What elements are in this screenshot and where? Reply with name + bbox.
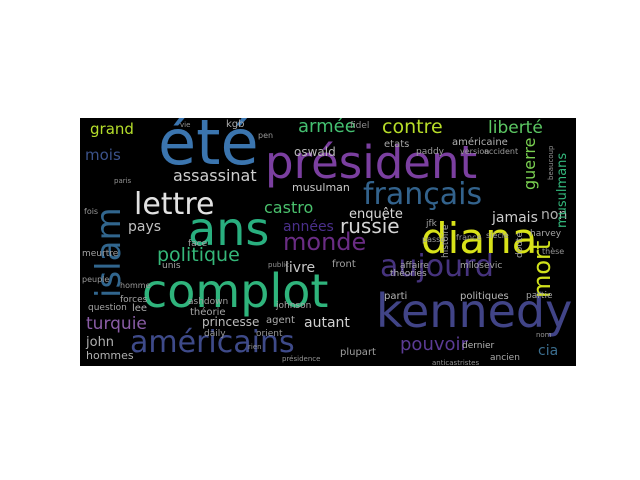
cloud-word: français — [363, 177, 483, 212]
cloud-word: enquête — [349, 207, 403, 222]
cloud-word: lettre — [134, 187, 215, 222]
cloud-word: etats — [384, 139, 410, 150]
cloud-word: plupart — [340, 347, 376, 358]
word-cloud: complot été président kennedy diana ans … — [80, 118, 576, 366]
cloud-word: américaine — [452, 137, 508, 148]
cloud-word: beaucoup — [547, 145, 555, 181]
cloud-word: johnson — [276, 301, 312, 311]
cloud-word: unis — [162, 261, 181, 271]
cloud-word: turquie — [86, 314, 147, 334]
cloud-word: princesse — [202, 315, 260, 329]
cloud-word: diana — [421, 214, 538, 263]
cloud-word: autant — [304, 315, 350, 331]
cloud-word: john — [86, 335, 115, 350]
cloud-word: meurtre — [82, 249, 119, 259]
cloud-word: daily — [204, 329, 226, 339]
cloud-word: version — [460, 147, 490, 156]
cloud-word: anticastristes — [432, 359, 480, 367]
cloud-word: affaire — [400, 261, 429, 271]
cloud-word: siècle — [486, 231, 509, 240]
cloud-word: théorie — [190, 307, 226, 318]
cloud-word: thèse — [542, 247, 565, 256]
cloud-word: forces — [120, 295, 148, 305]
cloud-word: américains — [130, 325, 295, 360]
cloud-word: non — [541, 207, 568, 223]
cloud-word: fois — [84, 207, 99, 216]
cloud-word: russie — [340, 214, 400, 238]
cloud-word: harvey — [530, 229, 562, 239]
cloud-word: politiques — [460, 291, 509, 302]
cloud-word: président — [265, 136, 478, 189]
cloud-word: peuple — [82, 275, 110, 284]
cloud-word: été — [158, 118, 259, 179]
cloud-word: homme — [120, 281, 151, 290]
cloud-word: passé — [422, 235, 446, 244]
cloud-word: grand — [90, 120, 134, 138]
cloud-word: théories — [390, 269, 427, 279]
cloud-word: question — [88, 303, 127, 313]
cloud-word: jamais — [492, 210, 538, 226]
cloud-word: musulmans — [555, 152, 570, 228]
cloud-word: pays — [128, 219, 162, 235]
cloud-word: mois — [85, 146, 121, 164]
cloud-word: ans — [188, 202, 270, 256]
cloud-word: guerre — [520, 137, 539, 190]
cloud-word: agent — [266, 315, 295, 326]
cloud-word: armée — [298, 118, 356, 137]
cloud-word: ashdown — [188, 297, 229, 307]
cloud-word: liberté — [488, 118, 543, 138]
cloud-word: aujourd — [380, 249, 494, 284]
cloud-word: paris — [114, 177, 132, 185]
cloud-word: face — [188, 239, 208, 249]
cloud-word: vie — [180, 121, 191, 129]
cloud-word: nom — [536, 331, 552, 339]
cloud-word: années — [283, 219, 334, 235]
cloud-word: fidel — [350, 121, 370, 131]
cloud-word: orient — [256, 329, 283, 339]
cloud-word: assassinat — [173, 166, 257, 185]
cloud-word: lee — [132, 303, 148, 314]
cloud-word: milosevic — [460, 261, 503, 271]
cloud-word: présidence — [282, 355, 321, 363]
cloud-word: castro — [264, 198, 314, 217]
cloud-word: kgb — [226, 119, 245, 130]
cloud-word: monde — [283, 228, 367, 256]
cloud-word: rien — [248, 343, 262, 351]
cloud-word: doute — [515, 232, 525, 258]
cloud-word: cia — [538, 343, 559, 359]
cloud-word: politique — [157, 244, 240, 266]
cloud-word: france — [456, 233, 482, 242]
cloud-word: parti — [384, 291, 408, 302]
cloud-word: hommes — [86, 349, 134, 362]
cloud-word: public — [268, 261, 290, 269]
cloud-word: front — [332, 259, 356, 270]
cloud-word: pen — [258, 131, 274, 140]
cloud-word: kennedy — [376, 284, 573, 338]
cloud-word: complot — [142, 264, 329, 318]
cloud-word: dernier — [462, 341, 495, 351]
cloud-word: accident — [484, 147, 519, 156]
cloud-word: livre — [285, 260, 316, 276]
cloud-word: oswald — [294, 145, 336, 159]
cloud-word: pouvoir — [400, 334, 468, 355]
cloud-word: paddy — [416, 147, 444, 157]
cloud-word: musulman — [292, 181, 350, 194]
cloud-word: contre — [382, 118, 443, 138]
cloud-word: ancien — [490, 353, 520, 363]
cloud-word: partie — [526, 291, 553, 301]
cloud-word: jfk — [426, 219, 437, 229]
